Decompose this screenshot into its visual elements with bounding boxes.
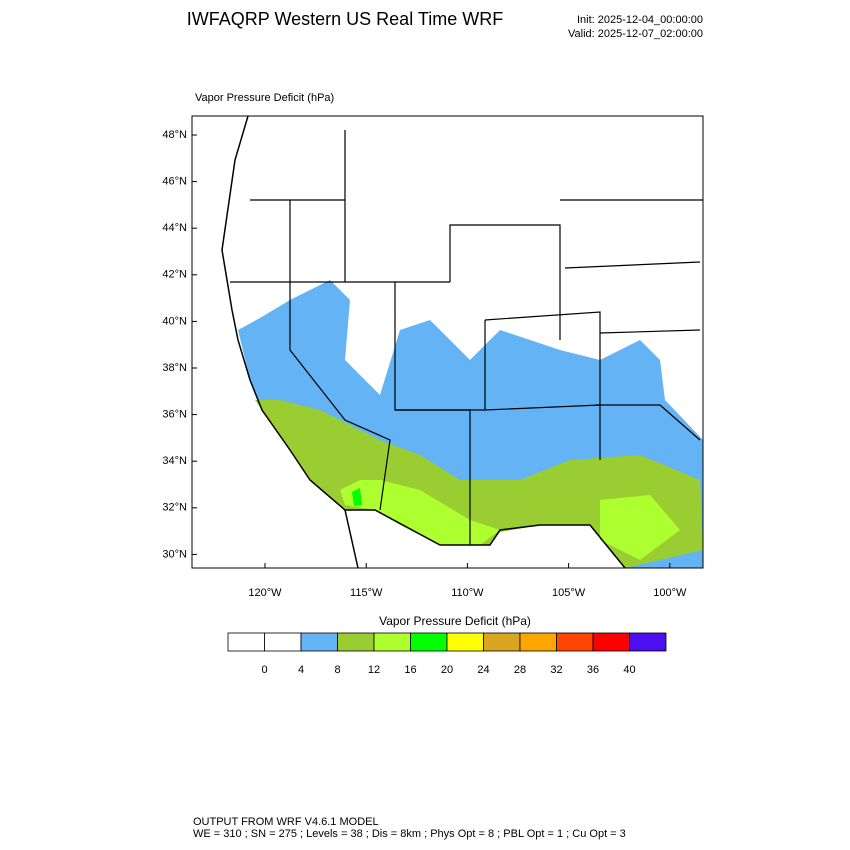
colorbar-label: 40: [623, 664, 635, 676]
colorbar-label: 32: [550, 664, 562, 676]
lat-label: 30°N: [162, 548, 187, 560]
colorbar-label: 36: [587, 664, 599, 676]
lon-label: 105°W: [552, 587, 586, 599]
lat-label: 34°N: [162, 455, 187, 467]
init-time: Init: 2025-12-04_00:00:00: [577, 14, 703, 26]
colorbar-label: 0: [261, 664, 267, 676]
colorbar-label: 20: [441, 664, 453, 676]
lat-label: 36°N: [162, 409, 187, 421]
colorbar-box: [592, 632, 630, 652]
colorbar-label: 16: [404, 664, 416, 676]
lon-label: 100°W: [653, 587, 687, 599]
colorbar-box: [483, 632, 521, 652]
lat-label: 42°N: [162, 269, 187, 281]
colorbar-box: [227, 632, 265, 652]
map: [191, 115, 704, 569]
vpd-region-high-east: [600, 495, 680, 560]
colorbar-label: 12: [368, 664, 380, 676]
lat-label: 38°N: [162, 362, 187, 374]
colorbar-title: Vapor Pressure Deficit (hPa): [379, 614, 531, 628]
coastline: [221, 115, 359, 569]
colorbar-box: [446, 632, 484, 652]
colorbar-label: 24: [477, 664, 489, 676]
colorbar: 0 4 8 12 16 20 24 28 32 36 40: [227, 632, 667, 676]
colorbar-label: 28: [514, 664, 526, 676]
valid-time: Valid: 2025-12-07_02:00:00: [568, 28, 703, 40]
colorbar-box: [556, 632, 594, 652]
lat-label: 44°N: [162, 222, 187, 234]
colorbar-box: [264, 632, 302, 652]
lat-label: 32°N: [162, 502, 187, 514]
lat-label: 40°N: [162, 315, 187, 327]
footer-line: WE = 310 ; SN = 275 ; Levels = 38 ; Dis …: [193, 828, 626, 840]
colorbar-box: [337, 632, 375, 652]
colorbar-box: [300, 632, 338, 652]
colorbar-box: [410, 632, 448, 652]
lon-label: 115°W: [350, 587, 383, 599]
state-borders: [230, 130, 703, 545]
vpd-region-peak: [352, 488, 362, 506]
footer-line: OUTPUT FROM WRF V4.6.1 MODEL: [193, 816, 379, 828]
colorbar-box: [373, 632, 411, 652]
lon-label: 120°W: [248, 587, 282, 599]
map-frame: [191, 115, 704, 569]
colorbar-label: 4: [298, 664, 304, 676]
map-label: Vapor Pressure Deficit (hPa): [195, 92, 334, 104]
colorbar-box: [519, 632, 557, 652]
lat-label: 48°N: [162, 129, 187, 141]
lon-axis: 120°W 115°W 110°W 105°W 100°W: [248, 563, 687, 599]
lat-label: 46°N: [162, 176, 187, 188]
colorbar-label: 8: [334, 664, 340, 676]
lon-label: 110°W: [451, 587, 484, 599]
colorbar-box: [629, 632, 667, 652]
border-mexico: [345, 509, 626, 569]
lat-axis: 48°N 46°N 44°N 42°N 40°N 38°N 36°N 34°N 32°N 30°N: [162, 129, 197, 560]
vpd-region-high: [340, 480, 500, 545]
title: IWFAQRP Western US Real Time WRF: [187, 9, 503, 29]
